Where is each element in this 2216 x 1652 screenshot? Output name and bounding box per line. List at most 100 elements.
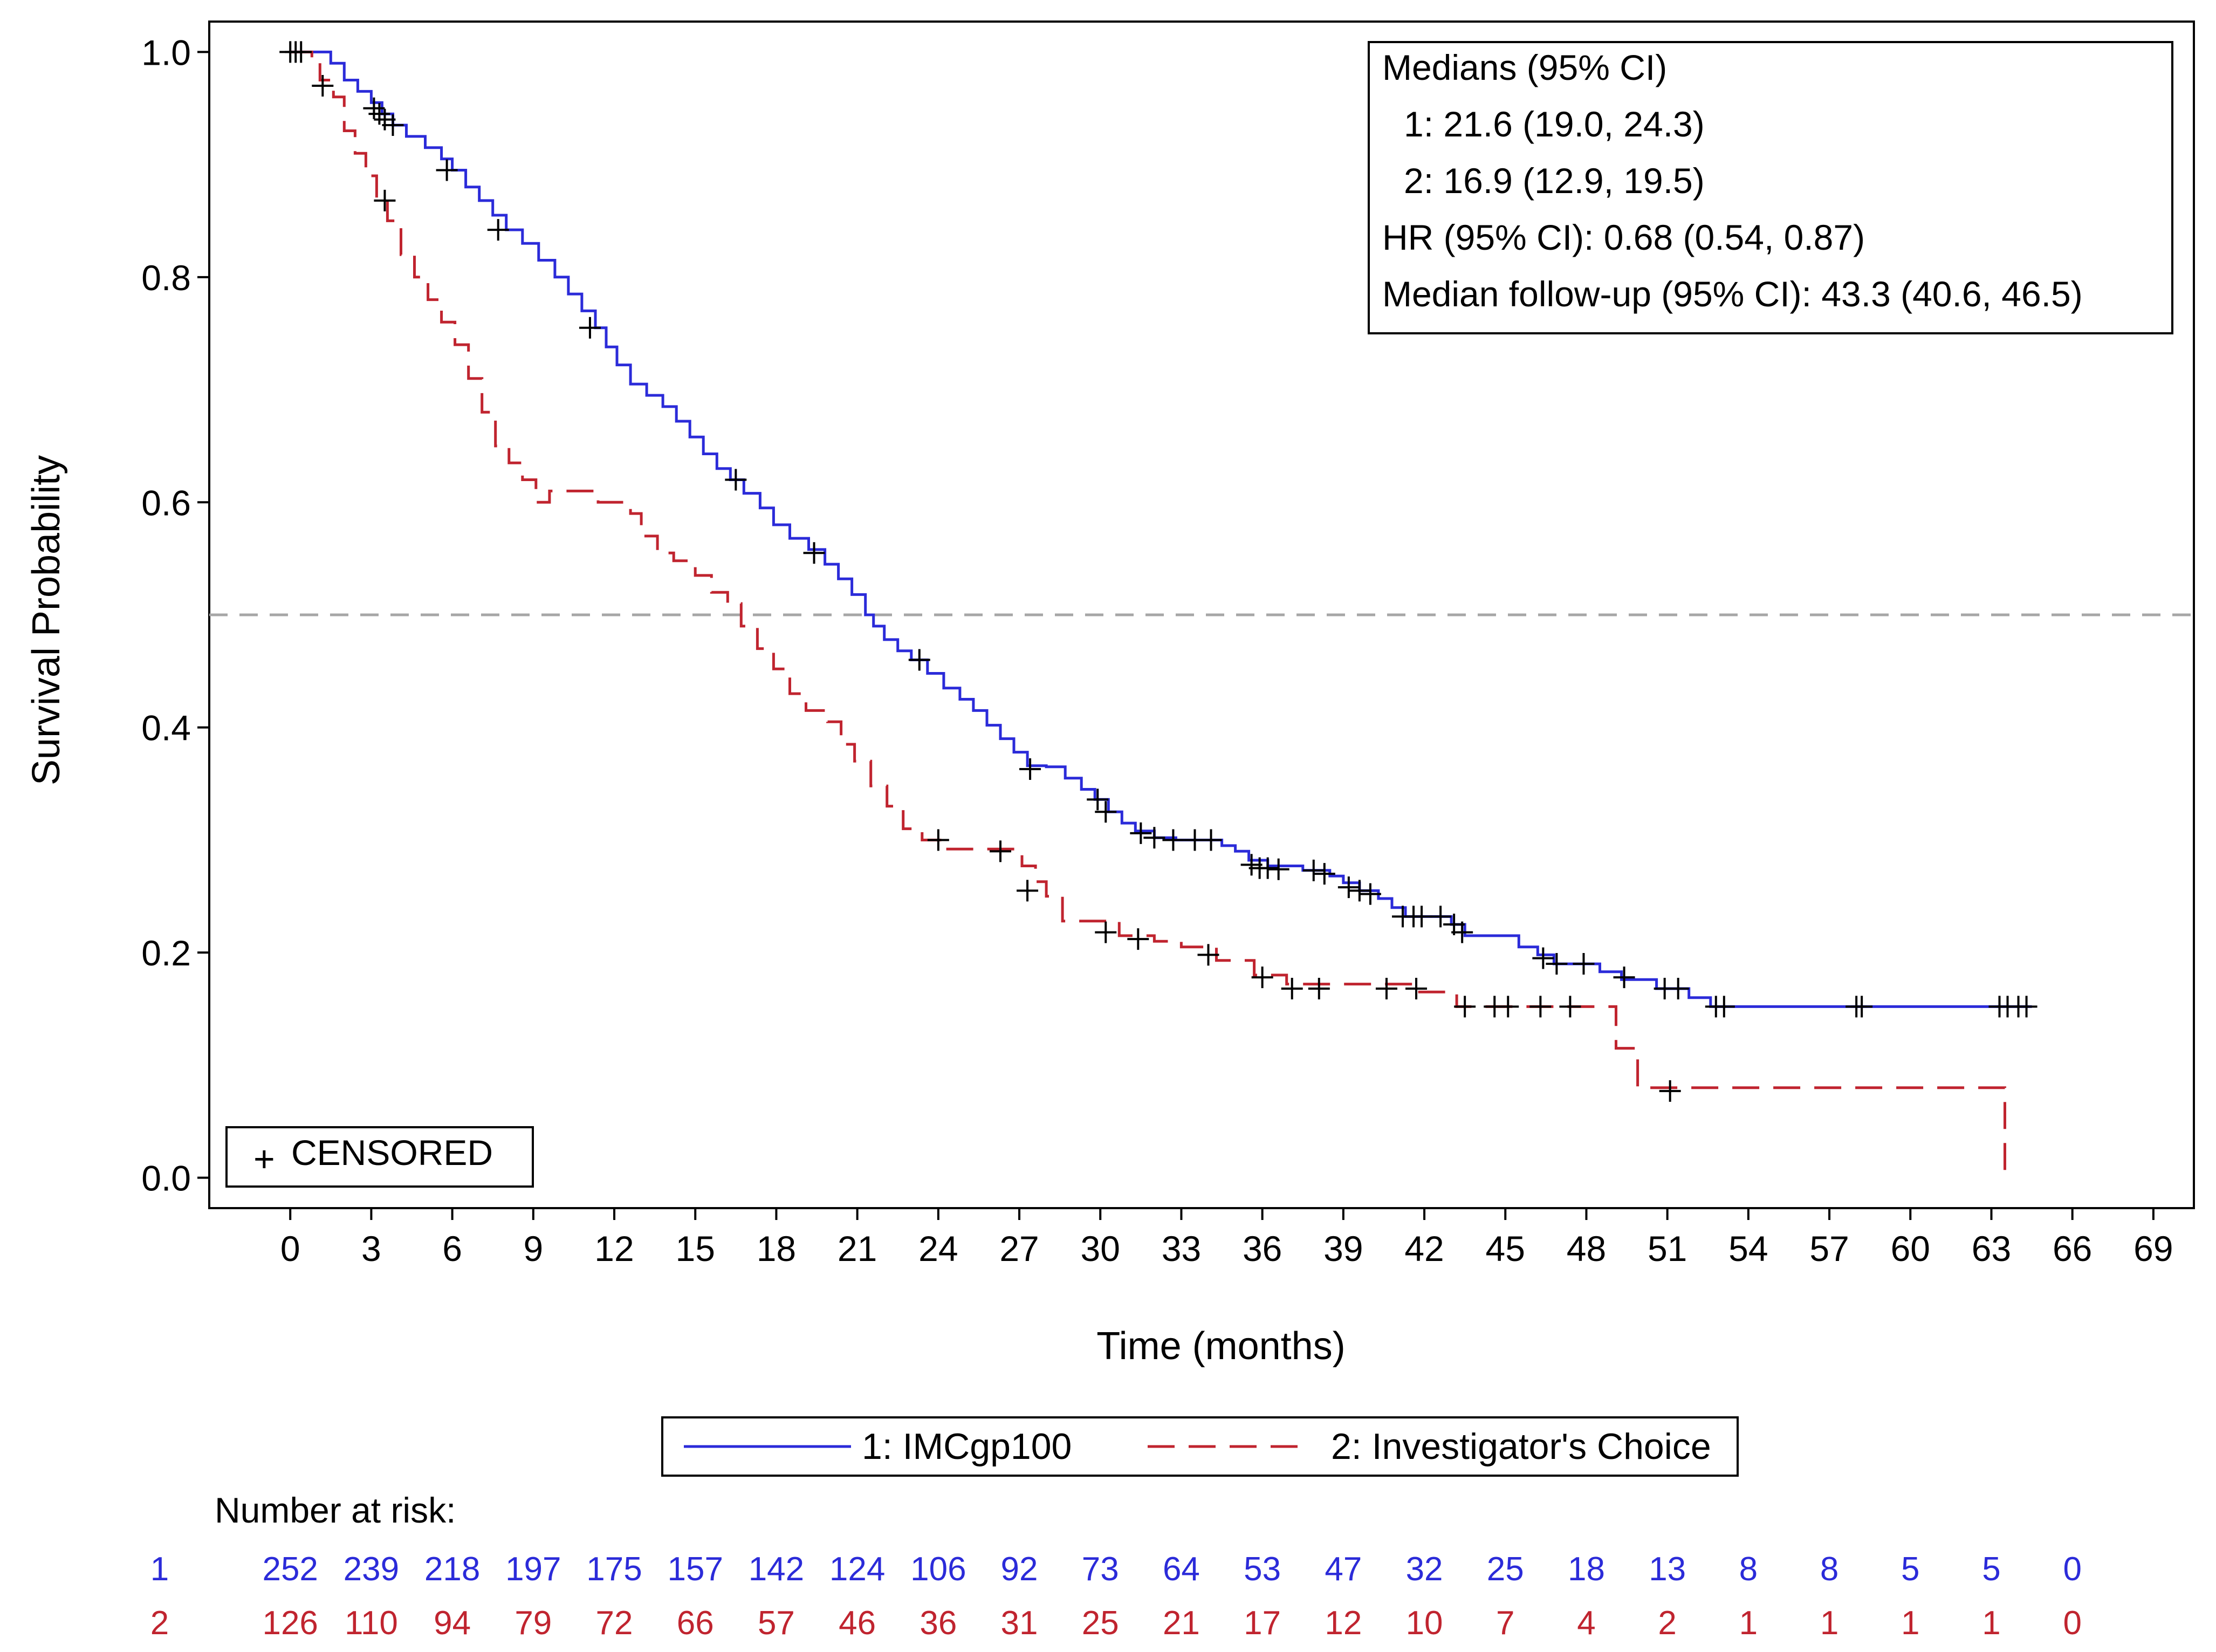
censor-mark-series-1 (368, 103, 390, 125)
censor-mark-series-2 (989, 840, 1011, 862)
stats-box-follow-up: Median follow-up (95% CI): 43.3 (40.6, 4… (1382, 274, 2083, 314)
x-tick-label: 45 (1486, 1229, 1525, 1269)
risk-count: 53 (1244, 1551, 1281, 1588)
censor-mark-series-1 (1267, 858, 1289, 880)
series-line-2 (290, 50, 2006, 1178)
x-tick-label: 54 (1728, 1229, 1768, 1269)
risk-count: 4 (1577, 1605, 1595, 1642)
risk-count: 31 (1001, 1605, 1038, 1642)
censored-legend-frame (225, 1126, 534, 1188)
censor-mark-series-1 (2015, 996, 2037, 1018)
risk-count: 126 (262, 1605, 318, 1642)
legend-label-investigators-choice: 2: Investigator's Choice (1331, 1426, 1711, 1467)
risk-count: 175 (586, 1551, 642, 1588)
risk-count: 0 (2063, 1551, 2081, 1588)
censor-mark-series-1 (1667, 977, 1689, 999)
x-tick-label: 3 (361, 1229, 381, 1269)
risk-count: 17 (1244, 1605, 1281, 1642)
risk-count: 5 (1901, 1551, 1919, 1588)
risk-count: 5 (1982, 1551, 2000, 1588)
x-axis: 0 3 6 9 12 15 18 21 24 27 30 33 36 39 42 45 48 51 54 57 60 63… (280, 1208, 2173, 1269)
y-tick-label: 0.0 (141, 1159, 191, 1198)
risk-count: 46 (839, 1605, 876, 1642)
y-tick-label: 0.2 (141, 933, 191, 973)
x-tick-label: 0 (280, 1229, 300, 1269)
stats-box-median-1: 1: 21.6 (19.0, 24.3) (1404, 104, 1705, 144)
censor-mark-series-1 (1713, 996, 1735, 1018)
censor-mark-series-1 (803, 542, 825, 564)
risk-count: 1 (1820, 1605, 1838, 1642)
x-tick-label: 15 (676, 1229, 715, 1269)
risk-count: 1 (1982, 1605, 2000, 1642)
risk-count: 57 (758, 1605, 795, 1642)
risk-count: 32 (1406, 1551, 1443, 1588)
x-tick-label: 39 (1323, 1229, 1363, 1269)
censor-mark-series-2 (374, 189, 396, 211)
x-tick-label: 27 (999, 1229, 1039, 1269)
censor-mark-series-1 (1302, 859, 1325, 881)
risk-count: 8 (1739, 1551, 1758, 1588)
legend-label-imcgp100: 1: IMCgp100 (862, 1426, 1072, 1467)
risk-count: 239 (344, 1551, 399, 1588)
censor-mark-series-2 (1529, 996, 1552, 1018)
risk-count: 106 (910, 1551, 966, 1588)
censor-mark-series-2 (1281, 977, 1303, 999)
stats-box: Medians (95% CI) 1: 21.6 (19.0, 24.3) 2:… (1368, 41, 2173, 334)
x-axis-label: Time (months) (1096, 1325, 1345, 1368)
censor-mark-series-2 (1308, 977, 1330, 999)
risk-count: 124 (829, 1551, 885, 1588)
x-tick-label: 9 (523, 1229, 543, 1269)
y-tick-label: 0.4 (141, 708, 191, 748)
censor-mark-series-2 (1017, 880, 1039, 902)
x-tick-label: 51 (1648, 1229, 1687, 1269)
censor-mark-series-1 (1337, 876, 1360, 899)
x-tick-label: 6 (442, 1229, 462, 1269)
series-legend: 1: IMCgp100 2: Investigator's Choice (661, 1416, 1739, 1477)
risk-count: 1 (1901, 1605, 1919, 1642)
censor-mark-series-2 (1405, 977, 1428, 999)
risk-count: 72 (596, 1605, 633, 1642)
risk-count: 36 (920, 1605, 957, 1642)
censored-legend-label: CENSORED (291, 1133, 493, 1173)
censor-mark-series-1 (363, 97, 385, 119)
x-tick-label: 42 (1404, 1229, 1444, 1269)
risk-count: 73 (1082, 1551, 1119, 1588)
censor-mark-series-1 (1573, 953, 1595, 975)
x-tick-label: 33 (1162, 1229, 1201, 1269)
x-tick-label: 57 (1809, 1229, 1849, 1269)
censor-mark-series-2 (1659, 1080, 1681, 1102)
risk-count: 2 (1658, 1605, 1676, 1642)
x-tick-label: 63 (1972, 1229, 2011, 1269)
censor-mark-series-2 (927, 829, 949, 851)
censor-marks (279, 41, 2037, 1102)
censor-mark-series-2 (1497, 996, 1519, 1018)
risk-count: 79 (514, 1605, 552, 1642)
risk-table-title: Number at risk: (215, 1490, 456, 1530)
censor-mark-series-1 (436, 159, 458, 181)
y-tick-label: 0.8 (141, 258, 191, 298)
risk-count: 64 (1163, 1551, 1200, 1588)
risk-row-label: 2 (150, 1605, 169, 1642)
stats-box-median-2: 2: 16.9 (12.9, 19.5) (1404, 161, 1705, 201)
censor-mark-series-1 (908, 649, 930, 671)
x-tick-label: 66 (2053, 1229, 2092, 1269)
x-tick-label: 21 (838, 1229, 877, 1269)
risk-count: 110 (345, 1605, 398, 1642)
y-tick-label: 0.6 (141, 483, 191, 523)
censor-mark-series-1 (1451, 921, 1473, 943)
y-tick-label: 1.0 (141, 32, 191, 72)
censor-mark-series-1 (1359, 883, 1381, 905)
censor-mark-series-1 (290, 41, 312, 63)
x-tick-label: 12 (594, 1229, 634, 1269)
censor-mark-series-1 (382, 114, 404, 136)
censor-mark-series-2 (1197, 944, 1219, 966)
risk-count: 8 (1820, 1551, 1838, 1588)
risk-count: 218 (424, 1551, 480, 1588)
risk-count: 25 (1487, 1551, 1524, 1588)
risk-count: 94 (434, 1605, 471, 1642)
y-axis-label: Survival Probability (25, 455, 68, 785)
censor-mark-series-1 (1532, 947, 1554, 969)
risk-count: 47 (1325, 1551, 1362, 1588)
censor-mark-series-1 (1313, 863, 1335, 885)
